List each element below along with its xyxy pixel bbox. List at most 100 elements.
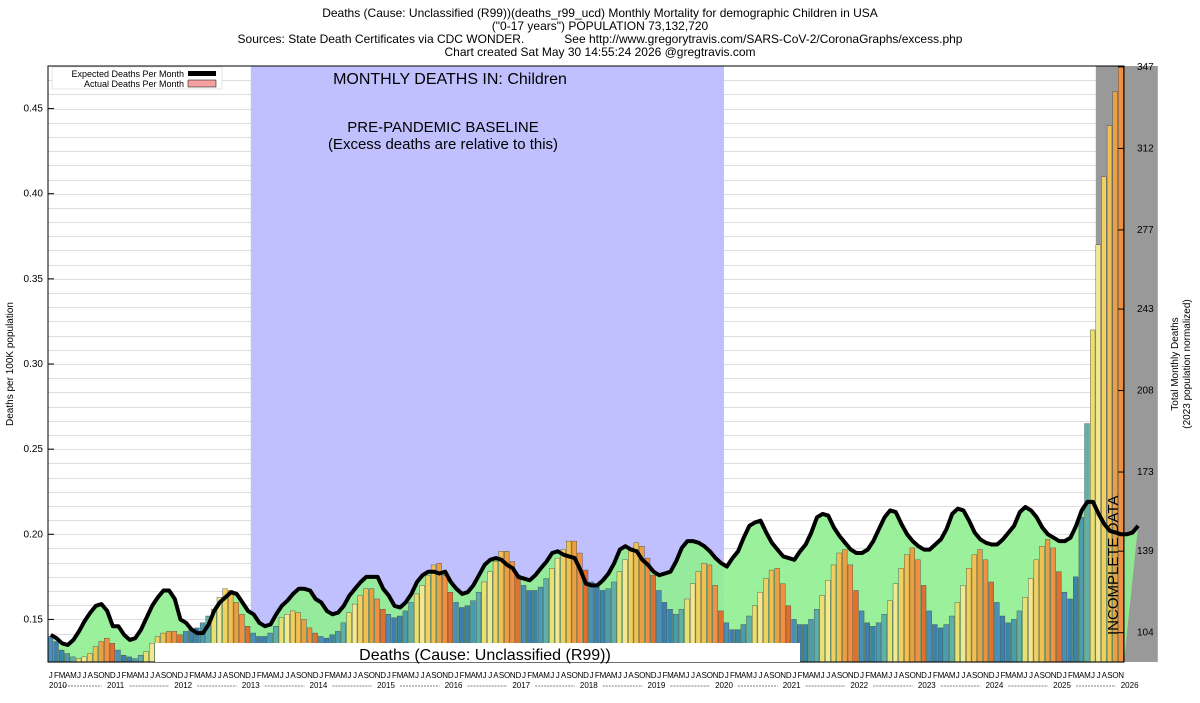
bar [887, 600, 893, 663]
month-tick-label: N [916, 671, 922, 680]
month-tick-label: A [673, 671, 679, 680]
month-tick-label: O [707, 671, 713, 680]
month-tick-label: J [725, 671, 729, 680]
bar [1061, 591, 1068, 663]
y2-axis-label-line-2: (2023 population normalized) [1182, 299, 1193, 429]
chart-title-line-4: Chart created Sat May 30 14:55:24 2026 @… [444, 45, 756, 59]
bar [115, 649, 121, 663]
month-tick-label: J [826, 671, 830, 680]
month-tick-label: J [685, 671, 689, 680]
month-tick-label: A [1079, 671, 1085, 680]
bar [126, 656, 132, 663]
month-tick-label: D [854, 671, 860, 680]
bar [92, 646, 99, 663]
month-tick-label: J [77, 671, 81, 680]
cause-label: Deaths (Cause: Unclassified (R99)) [359, 647, 611, 664]
baseline-title: PRE-PANDEMIC BASELINE [347, 119, 538, 136]
month-tick-label: M [938, 671, 945, 680]
month-tick-label: D [448, 671, 454, 680]
month-tick-label: J [753, 671, 757, 680]
bar [819, 595, 825, 663]
year-tick-label: 2025 [1053, 681, 1071, 690]
month-tick-label: N [375, 671, 381, 680]
y2-tick-label: 139 [1137, 546, 1154, 557]
month-tick-label: O [1112, 671, 1118, 680]
month-tick-label: A [403, 671, 409, 680]
year-tick-label: 2012 [174, 681, 192, 690]
month-tick-label: A [1034, 671, 1040, 680]
month-tick-label: J [218, 671, 222, 680]
month-tick-label: J [961, 671, 965, 680]
month-tick-label: A [65, 671, 71, 680]
month-tick-label: F [257, 671, 262, 680]
month-tick-label: J [1023, 671, 1027, 680]
year-tick-label: 2020 [715, 681, 733, 690]
bar [1089, 329, 1096, 663]
month-tick-label: M [870, 671, 877, 680]
bar [47, 636, 54, 663]
bar [137, 654, 144, 663]
month-tick-label: D [313, 671, 319, 680]
month-tick-label: F [730, 671, 735, 680]
legend-box [51, 66, 223, 90]
bar [132, 658, 138, 663]
month-tick-label: J [995, 671, 999, 680]
month-tick-label: N [172, 671, 178, 680]
month-tick-label: J [353, 671, 357, 680]
month-tick-label: S [1040, 671, 1045, 680]
bar [802, 624, 808, 663]
bar [59, 649, 65, 663]
year-tick-label: 2013 [242, 681, 260, 690]
month-tick-label: J [1097, 671, 1101, 680]
bar [960, 585, 966, 663]
bar [75, 658, 82, 663]
month-tick-label: M [408, 671, 415, 680]
bar [1028, 578, 1034, 663]
month-tick-label: J [590, 671, 594, 680]
bar [988, 581, 994, 663]
month-tick-label: A [764, 671, 770, 680]
month-tick-label: J [1063, 671, 1067, 680]
month-tick-label: M [1084, 671, 1091, 680]
month-tick-label: J [623, 671, 627, 680]
month-tick-label: J [792, 671, 796, 680]
month-tick-label: A [628, 671, 634, 680]
month-tick-label: M [273, 671, 280, 680]
bar [1078, 517, 1084, 663]
month-tick-label: S [93, 671, 98, 680]
legend-actual-swatch [187, 79, 217, 88]
bar [909, 547, 915, 663]
month-tick-label: J [454, 671, 458, 680]
month-tick-label: A [426, 671, 432, 680]
month-tick-label: D [718, 671, 724, 680]
month-tick-label: J [285, 671, 289, 680]
month-tick-label: M [667, 671, 674, 680]
month-tick-label: J [415, 671, 419, 680]
bar [864, 622, 870, 663]
y2-tick-label: 277 [1137, 225, 1154, 236]
bar [1039, 546, 1045, 663]
bar [881, 614, 887, 663]
year-tick-label: 2026 [1121, 681, 1139, 690]
year-tick-label: 2014 [310, 681, 328, 690]
bar [808, 619, 814, 663]
bar [64, 653, 70, 663]
month-tick-label: D [786, 671, 792, 680]
month-tick-label: M [1073, 671, 1080, 680]
expected-deaths-line [49, 499, 1140, 647]
chart-title-line-2: ("0-17 years") POPULATION 73,132,720 [491, 19, 709, 33]
month-tick-label: N [307, 671, 313, 680]
bar [1005, 622, 1011, 663]
month-tick-label: J [150, 671, 154, 680]
month-tick-label: M [802, 671, 809, 680]
month-tick-label: M [476, 671, 483, 680]
month-tick-label: M [329, 671, 336, 680]
bar [1067, 598, 1073, 663]
month-tick-label: S [904, 671, 909, 680]
month-tick-label: M [397, 671, 404, 680]
month-tick-label: A [1011, 671, 1017, 680]
bar [70, 656, 76, 663]
bar [836, 552, 842, 663]
month-tick-label: N [983, 671, 989, 680]
month-tick-label: F [189, 671, 194, 680]
